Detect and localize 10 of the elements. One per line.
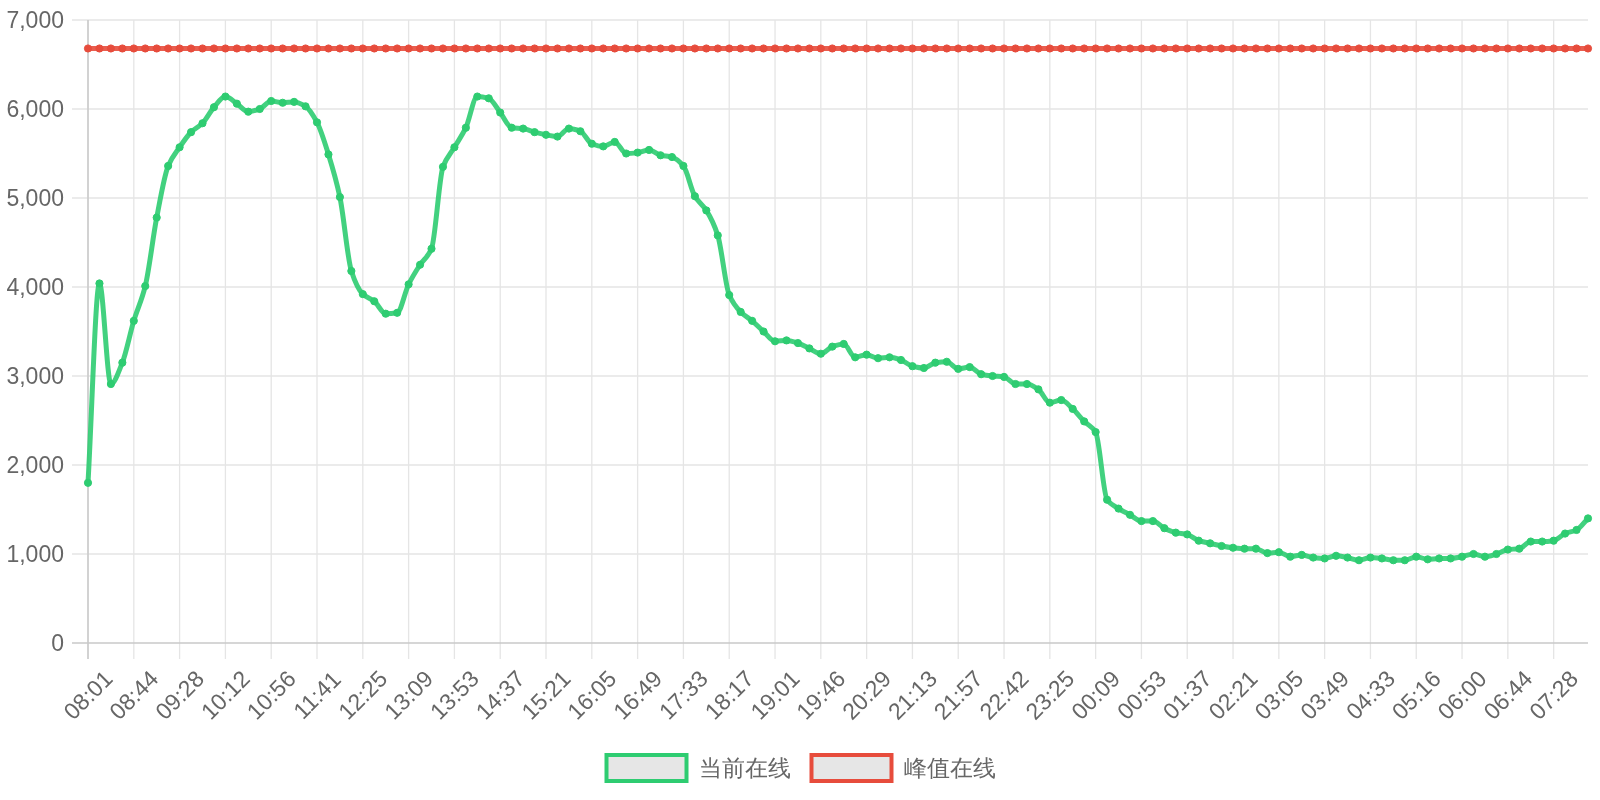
y-tick-label: 5,000 (6, 185, 64, 211)
legend-label: 当前在线 (698, 755, 791, 781)
y-tick-label: 7,000 (6, 7, 64, 33)
y-tick-label: 3,000 (6, 363, 64, 389)
y-tick-label: 6,000 (6, 96, 64, 122)
y-tick-label: 2,000 (6, 452, 64, 478)
y-tick-label: 1,000 (6, 541, 64, 567)
legend-label: 峰值在线 (903, 755, 996, 781)
y-tick-label: 0 (51, 630, 64, 656)
y-tick-label: 4,000 (6, 274, 64, 300)
